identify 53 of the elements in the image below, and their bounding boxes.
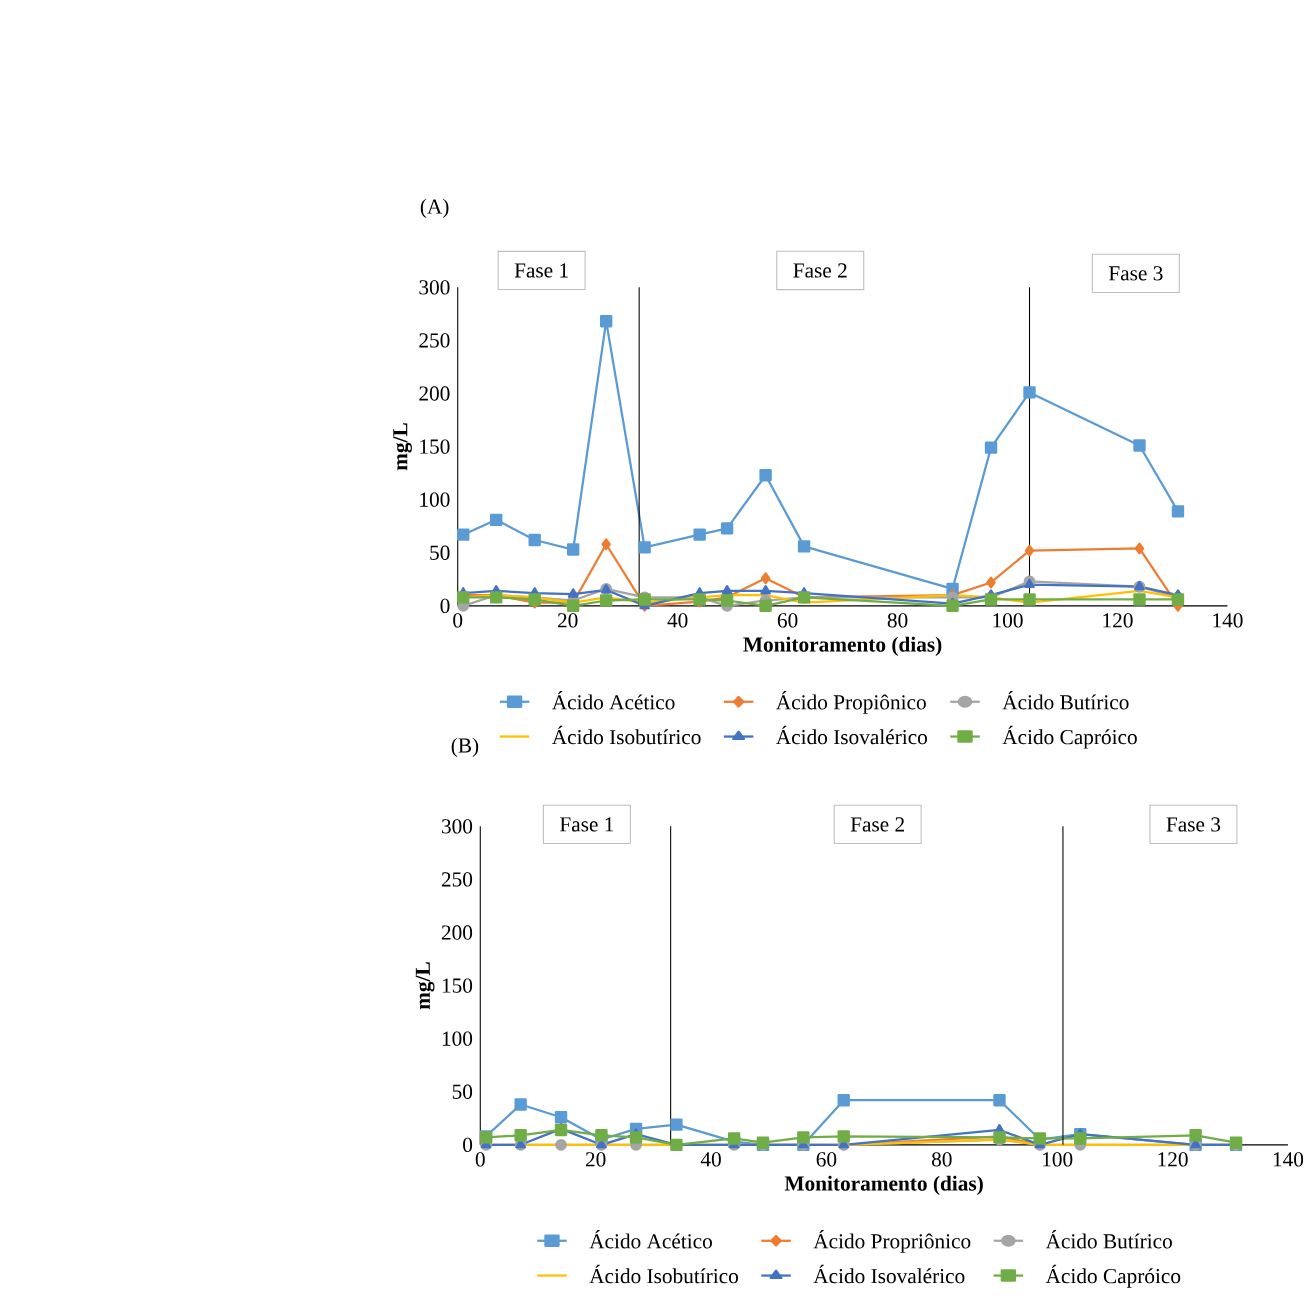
x-tick-label: 40: [667, 613, 688, 628]
x-tick-label: 80: [887, 613, 908, 628]
legend-label: Ácido Propriônico: [813, 1230, 971, 1253]
legend-label: Ácido Acético: [551, 691, 675, 710]
text: Fase 2: [793, 263, 847, 278]
y-tick-label: 300: [419, 280, 450, 295]
legend-label: Ácido Butírico: [1045, 1230, 1172, 1249]
y-tick-label: 200: [419, 386, 450, 401]
x-axis-title: Monitoramento (dias): [784, 1175, 983, 1196]
annotation: Fase 2: [850, 817, 904, 832]
y-tick-label: 200: [441, 925, 473, 940]
y-tick-label: 150: [420, 439, 450, 454]
x-tick-label: 80: [931, 1152, 952, 1167]
y-axis-title: mg/L: [393, 423, 412, 471]
legend-label: Ácido Capróico: [1002, 725, 1137, 749]
y-tick-label: 50: [430, 545, 450, 560]
chart-title: (A): [420, 198, 449, 219]
legend-label: Ácido Propiônico: [776, 691, 926, 714]
y-tick-label: 0: [463, 1137, 473, 1153]
x-tick-label: 120: [1103, 613, 1133, 628]
annotation: Fase 1: [559, 817, 614, 832]
legend-label: Ácido Isovalérico: [776, 725, 927, 745]
legend-label: Ácido Isobutírico: [589, 1264, 739, 1284]
text: Fase 3: [1108, 266, 1163, 281]
x-tick-label: 140: [1213, 613, 1243, 628]
y-tick-label: 100: [420, 492, 450, 507]
x-tick-label: 0: [475, 1152, 485, 1167]
x-axis-title: Monitoramento (dias): [743, 636, 942, 657]
y-tick-label: 150: [442, 978, 473, 993]
text: Fase 1: [514, 263, 568, 278]
y-tick-label: 250: [419, 333, 450, 348]
x-tick-label: 60: [816, 1152, 837, 1167]
x-tick-label: 140: [1273, 1152, 1304, 1167]
y-tick-label: 300: [441, 819, 473, 834]
chart-title: (B): [451, 737, 479, 758]
x-tick-label: 20: [557, 613, 578, 628]
y-tick-label: 0: [440, 598, 450, 614]
legend-label: Ácido Isovalérico: [813, 1264, 965, 1284]
annotation: Fase 3: [1166, 817, 1221, 832]
y-axis-title: mg/L: [415, 962, 435, 1010]
x-tick-label: 120: [1158, 1152, 1188, 1167]
y-tick-label: 50: [452, 1084, 473, 1100]
x-tick-label: 100: [993, 613, 1023, 628]
legend-label: Ácido Isobutírico: [551, 725, 701, 745]
legend-label: Ácido Butírico: [1002, 691, 1129, 710]
y-tick-label: 100: [442, 1031, 473, 1046]
x-tick-label: 100: [1043, 1152, 1073, 1167]
y-tick-label: 250: [441, 872, 473, 887]
x-tick-label: 20: [585, 1152, 606, 1167]
legend-label: Ácido Capróico: [1045, 1264, 1181, 1288]
x-tick-label: 60: [777, 613, 798, 628]
legend-label: Ácido Acético: [589, 1230, 712, 1249]
x-tick-label: 40: [700, 1152, 721, 1167]
